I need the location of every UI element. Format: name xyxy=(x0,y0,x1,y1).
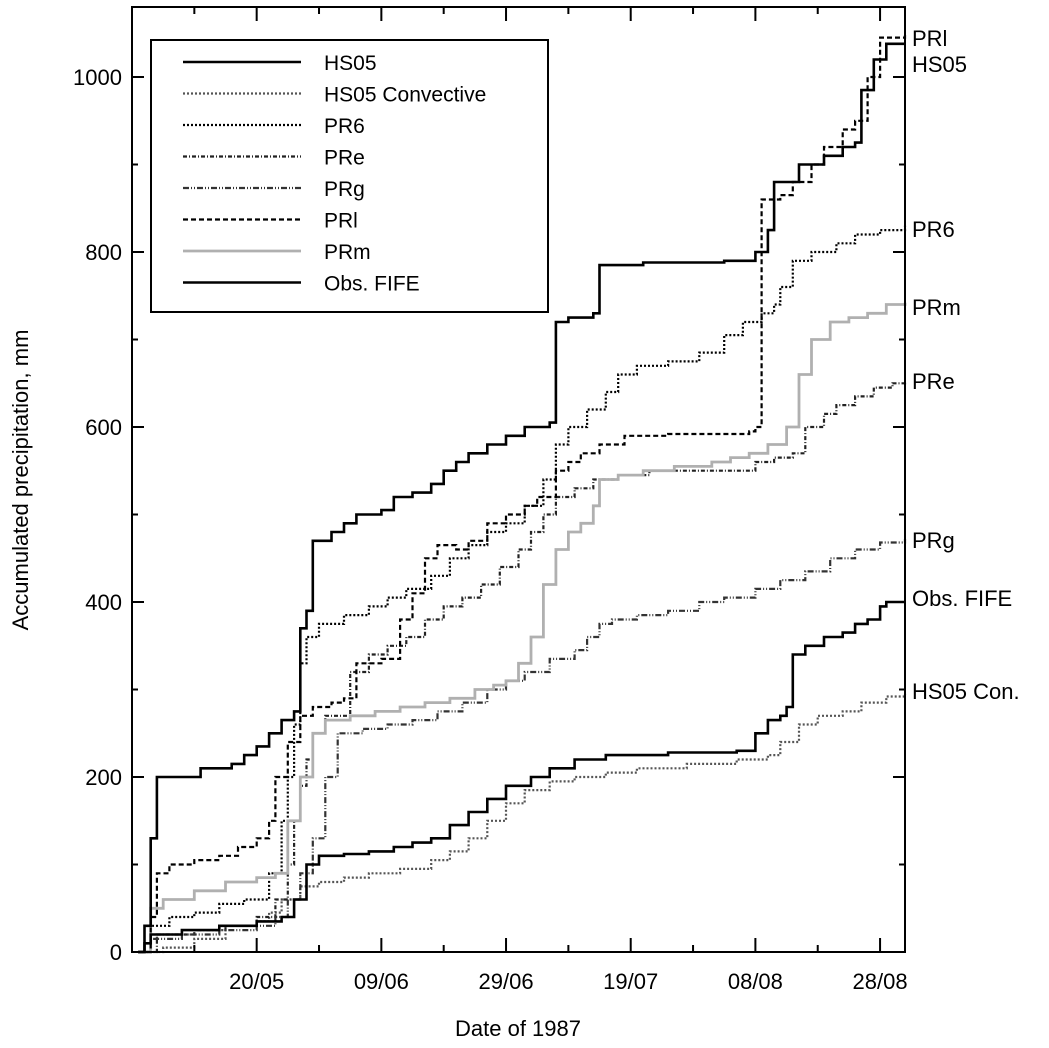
x-tick-label: 29/06 xyxy=(479,969,534,994)
legend: HS05 HS05 Convective PR6 PRe PRg PRl PRm Obs. F… xyxy=(150,39,549,313)
y-tick-label: 400 xyxy=(85,590,122,615)
series-line-prg xyxy=(138,539,907,954)
series-line-prl xyxy=(138,35,907,954)
end-label-pr6: PR6 xyxy=(912,217,955,242)
x-tick-label: 09/06 xyxy=(354,969,409,994)
legend-label-hs05-convective: HS05 Convective xyxy=(324,84,486,107)
legend-label-prl: PRl xyxy=(324,210,358,233)
end-label-hs05-con: HS05 Con. xyxy=(912,679,1020,704)
plot-frame xyxy=(131,6,906,953)
legend-label-pr6: PR6 xyxy=(324,115,365,138)
end-label-hs05: HS05 xyxy=(912,52,967,77)
legend-label-hs05: HS05 xyxy=(324,52,377,75)
y-tick-label: 800 xyxy=(85,240,122,265)
series-line-hs05 xyxy=(138,42,905,954)
legend-label-prm: PRm xyxy=(324,241,371,264)
end-label-prm: PRm xyxy=(912,295,961,320)
axis-ticks: 0 200 400 600 800 1000 20/05 09/06 29/06 19/07 08/… xyxy=(73,7,908,994)
x-tick-label: 20/05 xyxy=(229,969,284,994)
x-axis-title: Date of 1987 xyxy=(455,1016,581,1041)
series-line-hs05-convective xyxy=(138,693,907,954)
end-label-prg: PRg xyxy=(912,528,955,553)
series-line-prm xyxy=(138,302,907,954)
end-label-prl: PRl xyxy=(912,26,947,51)
y-tick-label: 200 xyxy=(85,765,122,790)
series-layer xyxy=(138,35,907,954)
series-end-labels: HS05 HS05 Con. PR6 PRe PRg PRl PRm Obs. FIFE xyxy=(912,26,1020,704)
y-tick-label: 600 xyxy=(85,415,122,440)
x-tick-label: 19/07 xyxy=(603,969,658,994)
series-line-pr6 xyxy=(138,225,907,954)
y-tick-label: 1000 xyxy=(73,65,122,90)
legend-label-prg: PRg xyxy=(324,178,365,201)
series-line-obs-fife xyxy=(138,600,905,954)
legend-label-obs-fife: Obs. FIFE xyxy=(324,273,420,296)
series-line-pre xyxy=(138,381,907,954)
legend-box xyxy=(150,39,549,313)
x-tick-label: 08/08 xyxy=(728,969,783,994)
end-label-obs-fife: Obs. FIFE xyxy=(912,586,1012,611)
end-label-pre: PRe xyxy=(912,369,955,394)
x-tick-label: 28/08 xyxy=(853,969,908,994)
y-axis-title: Accumulated precipitation, mm xyxy=(8,330,33,631)
legend-label-pre: PRe xyxy=(324,147,365,170)
y-tick-label: 0 xyxy=(110,940,122,965)
